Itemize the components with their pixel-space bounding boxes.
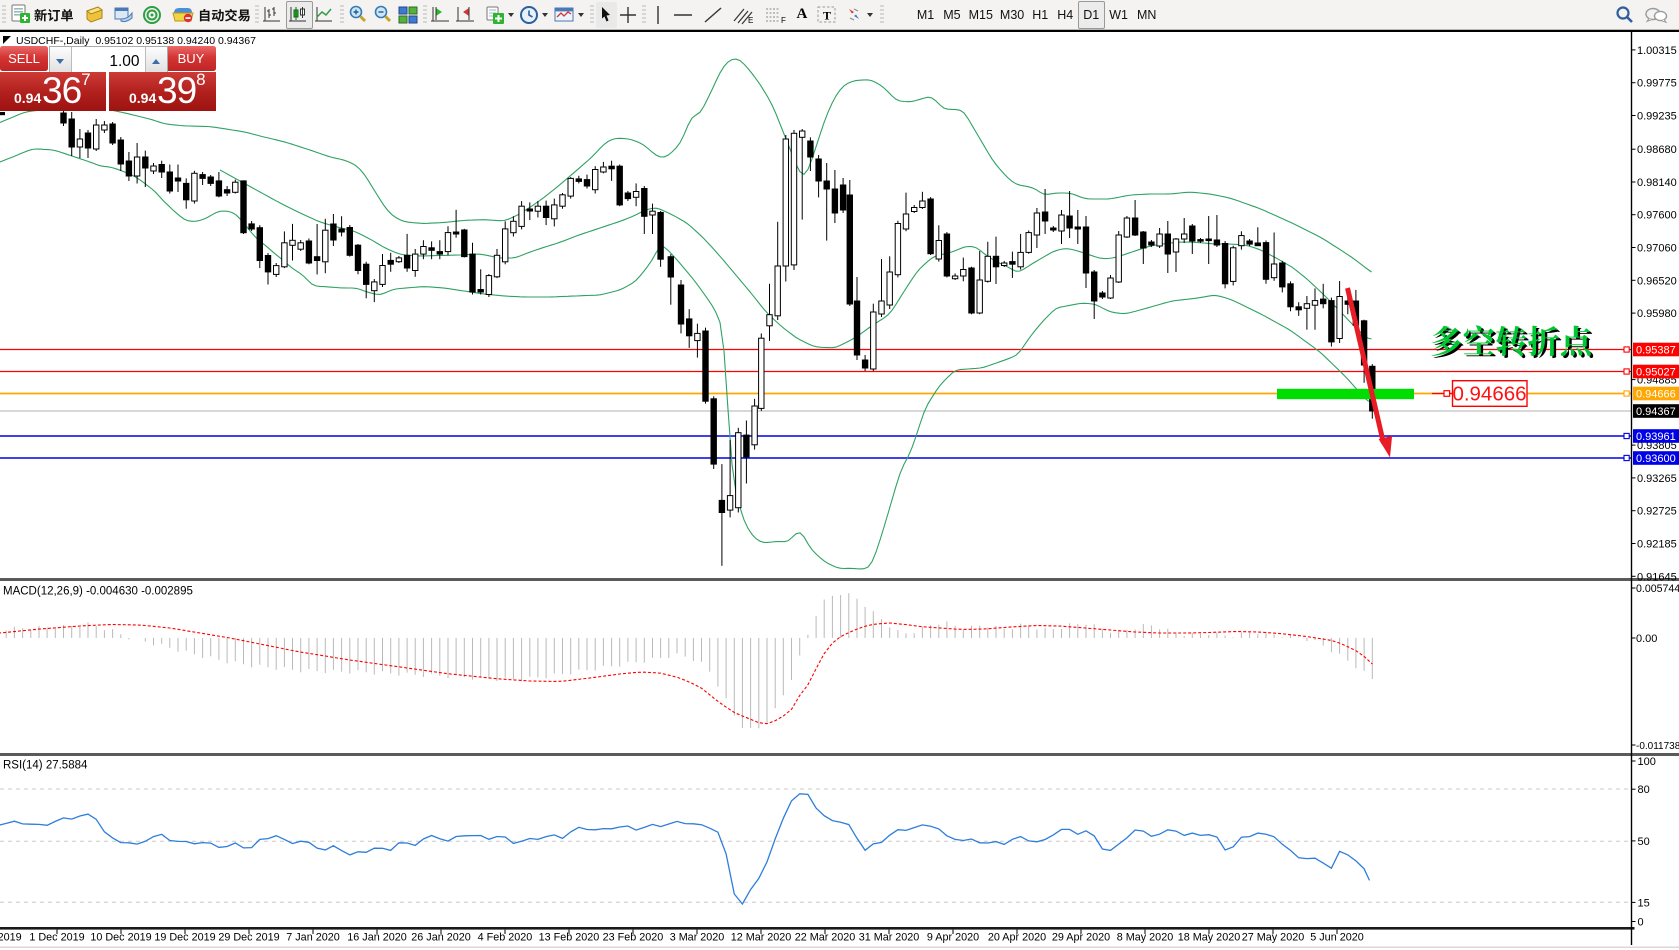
svg-text:19 Dec 2019: 19 Dec 2019 — [154, 932, 215, 944]
svg-text:0.98680: 0.98680 — [1637, 144, 1677, 156]
svg-text:0.95387: 0.95387 — [1636, 345, 1676, 357]
svg-text:RSI(14) 27.5884: RSI(14) 27.5884 — [3, 760, 88, 772]
svg-text:USDCHF-,Daily 0.95102 0.95138: USDCHF-,Daily 0.95102 0.95138 0.94240 0.… — [16, 35, 256, 47]
svg-text:26 Jan 2020: 26 Jan 2020 — [411, 932, 470, 944]
svg-text:0.93805: 0.93805 — [1637, 440, 1677, 452]
svg-text:0.97600: 0.97600 — [1637, 210, 1677, 222]
svg-text:100: 100 — [1638, 756, 1656, 768]
svg-text:0.94666: 0.94666 — [1452, 383, 1526, 406]
svg-text:9 Apr 2020: 9 Apr 2020 — [927, 932, 979, 944]
svg-text:8 May 2020: 8 May 2020 — [1117, 932, 1173, 944]
svg-text:0.95027: 0.95027 — [1636, 367, 1676, 379]
svg-text:-0.011738: -0.011738 — [1636, 741, 1679, 752]
svg-text:0.92185: 0.92185 — [1637, 539, 1677, 551]
svg-text:7 Jan 2020: 7 Jan 2020 — [286, 932, 339, 944]
svg-text:10 Dec 2019: 10 Dec 2019 — [90, 932, 151, 944]
svg-text:E: E — [748, 16, 753, 25]
svg-text:0.96520: 0.96520 — [1637, 275, 1677, 287]
svg-text:50: 50 — [1638, 836, 1650, 848]
svg-text:18 May 2020: 18 May 2020 — [1178, 932, 1240, 944]
svg-text:0.99235: 0.99235 — [1637, 111, 1677, 123]
svg-text:1 Dec 2019: 1 Dec 2019 — [29, 932, 84, 944]
svg-text:31 Mar 2020: 31 Mar 2020 — [859, 932, 920, 944]
svg-text:4 Feb 2020: 4 Feb 2020 — [478, 932, 533, 944]
svg-text:0.93265: 0.93265 — [1637, 473, 1677, 485]
svg-text:80: 80 — [1638, 784, 1650, 796]
svg-text:0.94367: 0.94367 — [1636, 406, 1676, 418]
svg-text:16 Jan 2020: 16 Jan 2020 — [347, 932, 406, 944]
svg-text:1 Nov 2019: 1 Nov 2019 — [0, 932, 22, 944]
svg-text:13 Feb 2020: 13 Feb 2020 — [539, 932, 600, 944]
svg-text:27 May 2020: 27 May 2020 — [1242, 932, 1304, 944]
svg-text:5 Jun 2020: 5 Jun 2020 — [1310, 932, 1363, 944]
svg-text:22 Mar 2020: 22 Mar 2020 — [795, 932, 856, 944]
svg-text:0.95980: 0.95980 — [1637, 308, 1677, 320]
svg-text:3 Mar 2020: 3 Mar 2020 — [670, 932, 725, 944]
svg-text:0.93600: 0.93600 — [1636, 453, 1676, 465]
svg-text:0: 0 — [1638, 917, 1644, 929]
svg-text:0.97060: 0.97060 — [1637, 243, 1677, 255]
svg-text:29 Apr 2020: 29 Apr 2020 — [1052, 932, 1110, 944]
svg-text:12 Mar 2020: 12 Mar 2020 — [731, 932, 792, 944]
svg-text:0.94666: 0.94666 — [1636, 389, 1676, 401]
svg-text:0.00: 0.00 — [1636, 633, 1657, 645]
svg-text:0.93961: 0.93961 — [1636, 431, 1676, 443]
svg-text:0.005744: 0.005744 — [1636, 583, 1679, 595]
svg-text:23 Feb 2020: 23 Feb 2020 — [603, 932, 664, 944]
svg-text:MACD(12,26,9) -0.004630 -0.002: MACD(12,26,9) -0.004630 -0.002895 — [3, 586, 193, 598]
svg-text:29 Dec 2019: 29 Dec 2019 — [218, 932, 279, 944]
svg-text:15: 15 — [1638, 897, 1650, 909]
svg-text:0.91645: 0.91645 — [1637, 571, 1677, 583]
svg-text:T: T — [823, 8, 831, 22]
svg-text:1.00315: 1.00315 — [1637, 45, 1677, 57]
svg-text:20 Apr 2020: 20 Apr 2020 — [988, 932, 1046, 944]
svg-text:0.98140: 0.98140 — [1637, 177, 1677, 189]
svg-text:0.92725: 0.92725 — [1637, 506, 1677, 518]
svg-text:0.99775: 0.99775 — [1637, 78, 1677, 90]
svg-text:F: F — [781, 16, 786, 25]
